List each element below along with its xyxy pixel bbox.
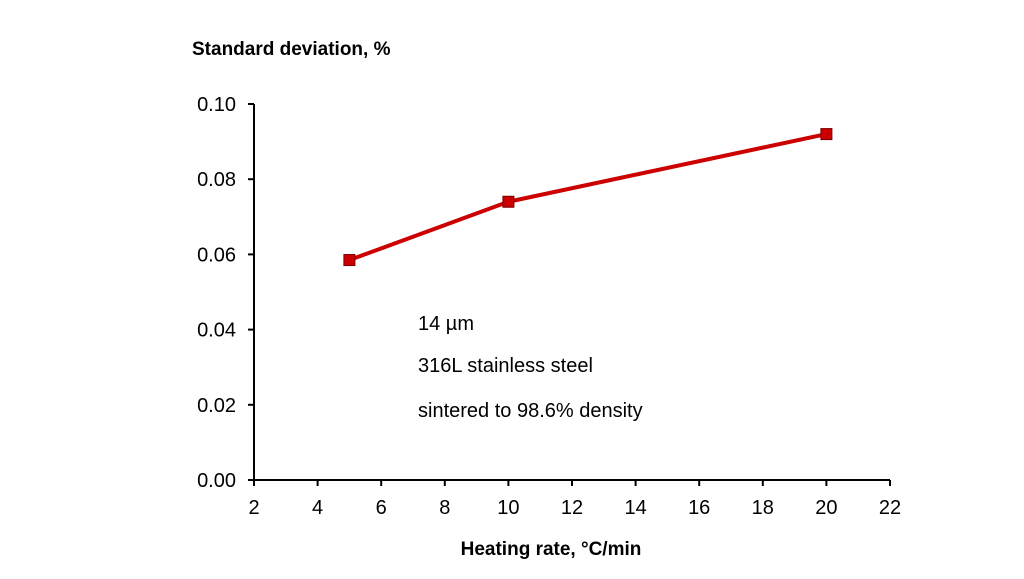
series-line (348, 132, 827, 262)
x-axis-title: Heating rate, °C/min (461, 539, 642, 560)
x-tick-label: 20 (815, 497, 837, 519)
data-point (502, 195, 515, 208)
annotation-material: 316L stainless steel (418, 355, 593, 377)
y-tick-label: 0.08 (197, 169, 236, 191)
x-tick-label: 16 (688, 497, 710, 519)
annotation-density: sintered to 98.6% density (418, 400, 643, 422)
x-tick-label: 10 (497, 497, 519, 519)
data-point (343, 254, 356, 267)
x-tick-label: 18 (752, 497, 774, 519)
x-tick-label: 14 (624, 497, 646, 519)
y-ticks: 0.00 0.02 0.04 0.06 0.08 0.10 (197, 94, 254, 492)
y-tick-label: 0.10 (197, 94, 236, 116)
axes (253, 104, 890, 481)
x-tick-label: 4 (312, 497, 323, 519)
y-tick-label: 0.04 (197, 320, 236, 342)
x-ticks: 2 4 6 8 10 12 14 16 18 20 22 (248, 480, 901, 519)
x-tick-label: 12 (561, 497, 583, 519)
annotations: 14 µm 316L stainless steel sintered to 9… (418, 313, 643, 422)
data-point (820, 128, 833, 141)
x-tick-label: 22 (879, 497, 901, 519)
y-tick-label: 0.00 (197, 470, 236, 492)
series (343, 128, 833, 267)
x-tick-label: 2 (248, 497, 259, 519)
x-tick-label: 8 (439, 497, 450, 519)
x-tick-label: 6 (376, 497, 387, 519)
y-tick-label: 0.02 (197, 395, 236, 417)
y-axis-title: Standard deviation, % (192, 39, 391, 60)
y-tick-label: 0.06 (197, 244, 236, 266)
annotation-particle-size: 14 µm (418, 313, 474, 335)
